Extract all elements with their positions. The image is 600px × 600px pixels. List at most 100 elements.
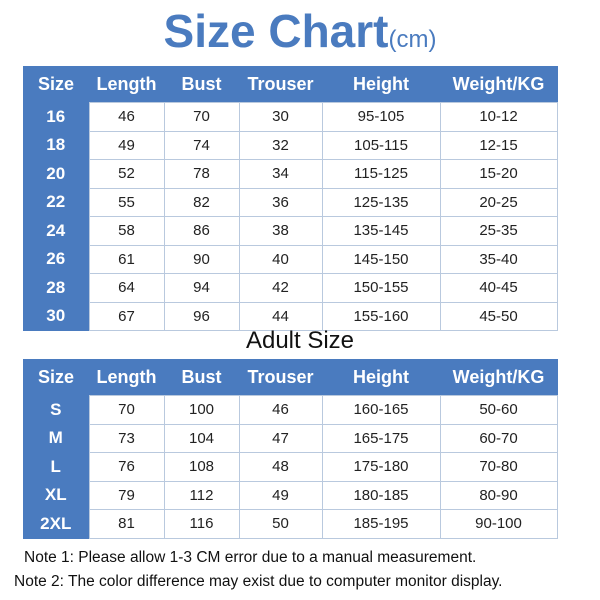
table-cell: 90-100 bbox=[439, 509, 558, 539]
table-row: 28 64 94 42 150-155 40-45 bbox=[23, 273, 558, 303]
size-cell: L bbox=[23, 452, 89, 481]
table-header-row: Size Length Bust Trouser Height Weight/KG bbox=[23, 359, 557, 396]
table-cell: 46 bbox=[238, 395, 323, 425]
table-cell: 42 bbox=[238, 273, 323, 303]
table-row: 30 67 96 44 155-160 45-50 bbox=[23, 301, 558, 331]
table-cell: 40 bbox=[238, 244, 323, 274]
size-cell: 26 bbox=[23, 245, 89, 274]
table-cell: 86 bbox=[163, 216, 240, 246]
table-row: 20 52 78 34 115-125 15-20 bbox=[23, 159, 558, 189]
table-cell: 32 bbox=[238, 130, 323, 160]
table-cell: 44 bbox=[238, 301, 323, 331]
table-cell: 45-50 bbox=[439, 301, 558, 331]
table-cell: 90 bbox=[163, 244, 240, 274]
table-cell: 70 bbox=[163, 102, 240, 132]
column-header: Bust bbox=[181, 73, 222, 94]
title-unit: (cm) bbox=[388, 26, 437, 53]
table-row: L 76 108 48 175-180 70-80 bbox=[23, 452, 558, 482]
table-cell: 96 bbox=[163, 301, 240, 331]
table-cell: 82 bbox=[163, 187, 240, 217]
table-cell: 108 bbox=[163, 452, 240, 482]
size-cell: M bbox=[23, 424, 89, 453]
table-row: 24 58 86 38 135-145 25-35 bbox=[23, 216, 558, 246]
table-cell: 47 bbox=[238, 423, 323, 453]
note-2: Note 2: The color difference may exist d… bbox=[14, 573, 503, 590]
table-cell: 50 bbox=[238, 509, 323, 539]
table-cell: 40-45 bbox=[439, 273, 558, 303]
size-cell: 18 bbox=[23, 131, 89, 160]
column-header: Length bbox=[96, 73, 157, 94]
table-cell: 67 bbox=[88, 301, 165, 331]
table-cell: 125-135 bbox=[321, 187, 441, 217]
table-cell: 50-60 bbox=[439, 395, 558, 425]
table-cell: 30 bbox=[238, 102, 323, 132]
adult-size-table: Size Length Bust Trouser Height Weight/KG S 70 1… bbox=[23, 359, 558, 539]
table-cell: 155-160 bbox=[321, 301, 441, 331]
table-cell: 185-195 bbox=[321, 509, 441, 539]
table-cell: 35-40 bbox=[439, 244, 558, 274]
table-cell: 95-105 bbox=[321, 102, 441, 132]
table-cell: 180-185 bbox=[321, 480, 441, 510]
kids-size-table: Size Length Bust Trouser Height Weight/KG 16 46… bbox=[23, 66, 558, 331]
size-cell: XL bbox=[23, 481, 89, 510]
size-cell: S bbox=[23, 395, 89, 424]
page-title: Size Chart(cm) bbox=[0, 4, 600, 58]
column-header: Height bbox=[353, 73, 409, 94]
table-cell: 64 bbox=[88, 273, 165, 303]
table-cell: 25-35 bbox=[439, 216, 558, 246]
table-row: 26 61 90 40 145-150 35-40 bbox=[23, 244, 558, 274]
table-cell: 58 bbox=[88, 216, 165, 246]
table-cell: 78 bbox=[163, 159, 240, 189]
column-header: Weight/KG bbox=[452, 73, 545, 94]
adult-size-heading: Adult Size bbox=[245, 327, 355, 354]
table-cell: 70 bbox=[88, 395, 165, 425]
table-row: 18 49 74 32 105-115 12-15 bbox=[23, 130, 558, 160]
table-row: 16 46 70 30 95-105 10-12 bbox=[23, 102, 558, 132]
table-row: M 73 104 47 165-175 60-70 bbox=[23, 423, 558, 453]
table-cell: 61 bbox=[88, 244, 165, 274]
table-row: XL 79 112 49 180-185 80-90 bbox=[23, 480, 558, 510]
size-cell: 30 bbox=[23, 302, 89, 331]
note-1: Note 1: Please allow 1-3 CM error due to… bbox=[24, 549, 477, 566]
table-cell: 100 bbox=[163, 395, 240, 425]
table-row: 2XL 81 116 50 185-195 90-100 bbox=[23, 509, 558, 539]
table-cell: 105-115 bbox=[321, 130, 441, 160]
size-cell: 28 bbox=[23, 273, 89, 302]
table-cell: 115-125 bbox=[321, 159, 441, 189]
table-cell: 74 bbox=[163, 130, 240, 160]
table-cell: 104 bbox=[163, 423, 240, 453]
table-cell: 73 bbox=[88, 423, 165, 453]
table-cell: 145-150 bbox=[321, 244, 441, 274]
column-header: Size bbox=[37, 73, 75, 94]
table-cell: 165-175 bbox=[321, 423, 441, 453]
table-cell: 36 bbox=[238, 187, 323, 217]
size-cell: 2XL bbox=[23, 509, 89, 538]
table-cell: 48 bbox=[238, 452, 323, 482]
column-header: Trouser bbox=[247, 73, 314, 94]
table-cell: 81 bbox=[88, 509, 165, 539]
column-header: Trouser bbox=[247, 366, 314, 387]
table-cell: 55 bbox=[88, 187, 165, 217]
table-row: S 70 100 46 160-165 50-60 bbox=[23, 395, 558, 425]
table-cell: 52 bbox=[88, 159, 165, 189]
table-cell: 49 bbox=[238, 480, 323, 510]
table-cell: 94 bbox=[163, 273, 240, 303]
table-cell: 60-70 bbox=[439, 423, 558, 453]
table-cell: 160-165 bbox=[321, 395, 441, 425]
table-cell: 175-180 bbox=[321, 452, 441, 482]
column-header: Bust bbox=[181, 366, 222, 387]
size-cell: 20 bbox=[23, 159, 89, 188]
column-header: Weight/KG bbox=[452, 366, 545, 387]
table-cell: 112 bbox=[163, 480, 240, 510]
table-cell: 38 bbox=[238, 216, 323, 246]
table-cell: 34 bbox=[238, 159, 323, 189]
column-header: Size bbox=[37, 366, 75, 387]
size-cell: 16 bbox=[23, 102, 89, 131]
table-cell: 70-80 bbox=[439, 452, 558, 482]
table-row: 22 55 82 36 125-135 20-25 bbox=[23, 187, 558, 217]
size-cell: 22 bbox=[23, 188, 89, 217]
column-header: Height bbox=[353, 366, 409, 387]
table-cell: 150-155 bbox=[321, 273, 441, 303]
table-cell: 79 bbox=[88, 480, 165, 510]
table-cell: 49 bbox=[88, 130, 165, 160]
